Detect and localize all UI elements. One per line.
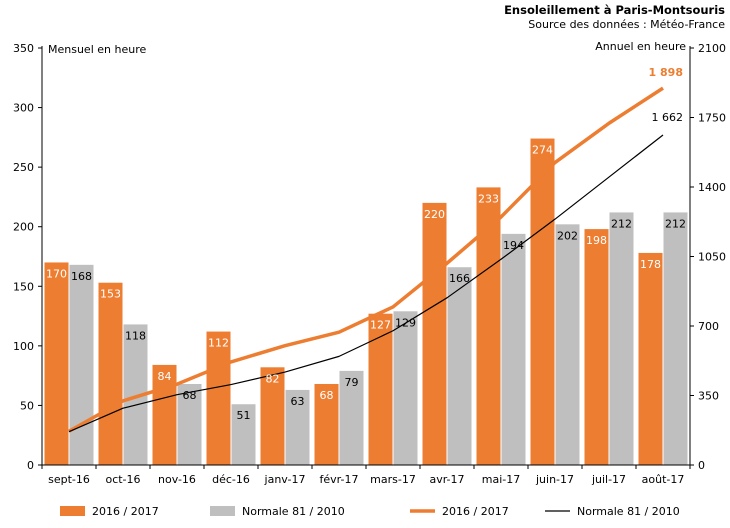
bar-current (422, 202, 447, 465)
legend-label: 2016 / 2017 (442, 505, 509, 518)
chart-subtitle: Source des données : Météo-France (528, 18, 725, 31)
bar-data-label: 233 (478, 192, 499, 205)
bar-data-label: 212 (611, 217, 632, 230)
bar-data-label: 129 (395, 316, 416, 329)
bar-current (530, 138, 555, 465)
bar-data-label: 202 (557, 229, 578, 242)
bar-data-label: 153 (100, 288, 121, 301)
bar-current (638, 252, 663, 465)
left-tick-label: 50 (20, 399, 34, 412)
legend-label: 2016 / 2017 (92, 505, 159, 518)
legend: 2016 / 2017 Normale 81 / 2010 2016 / 2017 N… (60, 505, 680, 518)
data-labels-group: 170 153 84 112 82 68 127 220 233 274 198 178 168 118 6… (46, 66, 686, 422)
right-tick-label: 1050 (698, 251, 726, 264)
bar-data-label: 220 (424, 208, 445, 221)
bar-normal (231, 404, 256, 465)
left-tick-label: 300 (13, 102, 34, 115)
left-tick-label: 0 (27, 459, 34, 472)
line-normal (68, 134, 664, 433)
bar-data-label: 84 (158, 370, 172, 383)
bar-normal (285, 389, 310, 465)
left-axis-label: Mensuel en heure (48, 43, 146, 56)
bar-data-label: 79 (345, 376, 359, 389)
lines-group (68, 86, 664, 433)
bars-group (44, 138, 688, 465)
bar-normal (447, 267, 472, 465)
right-tick-label: 1400 (698, 181, 726, 194)
bar-data-label: 63 (291, 395, 305, 408)
left-tick-label: 100 (13, 340, 34, 353)
line-end-label: 1 898 (649, 66, 683, 79)
x-tick-label: oct-16 (105, 473, 140, 486)
left-tick-label: 350 (13, 42, 34, 55)
legend-label: Normale 81 / 2010 (577, 505, 680, 518)
bar-data-label: 51 (237, 409, 251, 422)
line-current (68, 86, 664, 433)
axes-group: 0 50 100 150 200 250 300 350 0 350 700 1050 1400 1750… (13, 42, 726, 486)
x-tick-label: juil-17 (591, 473, 626, 486)
bar-data-label: 194 (503, 239, 524, 252)
bar-data-label: 212 (665, 217, 686, 230)
bar-data-label: 170 (46, 267, 67, 280)
chart-title: Ensoleillement à Paris-Montsouris (504, 3, 725, 17)
left-tick-label: 150 (13, 280, 34, 293)
bar-normal (555, 224, 580, 465)
x-tick-label: mai-17 (482, 473, 520, 486)
bar-normal (393, 311, 418, 465)
legend-swatch (60, 506, 85, 516)
x-tick-label: nov-16 (158, 473, 196, 486)
x-tick-label: juin-17 (535, 473, 574, 486)
bar-normal (339, 370, 364, 465)
bar-normal (177, 383, 202, 465)
bar-data-label: 166 (449, 272, 470, 285)
x-tick-label: mars-17 (370, 473, 416, 486)
bar-current (44, 262, 69, 465)
bar-data-label: 118 (125, 329, 146, 342)
right-tick-label: 700 (698, 320, 719, 333)
line-end-label: 1 662 (652, 111, 684, 124)
bar-normal (69, 264, 94, 465)
bar-normal (663, 212, 688, 465)
x-tick-label: févr-17 (320, 473, 359, 486)
bar-data-label: 127 (370, 319, 391, 332)
x-tick-label: avr-17 (429, 473, 464, 486)
bar-normal (609, 212, 634, 465)
x-tick-label: août-17 (642, 473, 685, 486)
bar-current (260, 367, 285, 465)
right-tick-label: 1750 (698, 112, 726, 125)
bar-current (314, 383, 339, 465)
bar-data-label: 274 (532, 144, 553, 157)
bar-current (98, 282, 123, 465)
bar-data-label: 198 (586, 234, 607, 247)
left-tick-label: 250 (13, 161, 34, 174)
bar-data-label: 68 (320, 389, 334, 402)
bar-current (584, 229, 609, 465)
bar-data-label: 82 (266, 372, 280, 385)
right-axis-label: Annuel en heure (595, 40, 686, 53)
bar-current (152, 364, 177, 465)
x-tick-label: déc-16 (212, 473, 250, 486)
bar-normal (501, 233, 526, 465)
x-tick-label: janv-17 (264, 473, 306, 486)
left-tick-label: 200 (13, 221, 34, 234)
bar-data-label: 168 (71, 270, 92, 283)
legend-label: Normale 81 / 2010 (242, 505, 345, 518)
right-tick-label: 0 (698, 459, 705, 472)
x-tick-label: sept-16 (48, 473, 90, 486)
legend-swatch (210, 506, 235, 516)
bar-current (368, 313, 393, 465)
bar-current (206, 331, 231, 465)
right-tick-label: 350 (698, 390, 719, 403)
right-tick-label: 2100 (698, 42, 726, 55)
bar-data-label: 112 (208, 337, 229, 350)
bar-data-label: 178 (640, 258, 661, 271)
bar-data-label: 68 (183, 389, 197, 402)
